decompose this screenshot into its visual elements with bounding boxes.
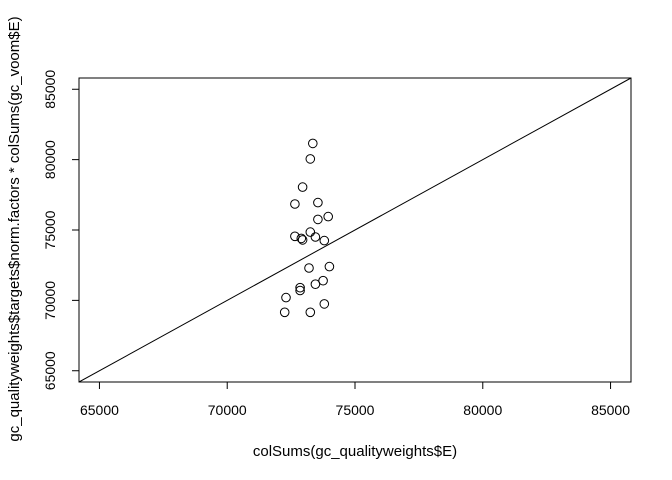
- data-point: [295, 285, 305, 296]
- data-point: [318, 275, 328, 286]
- points-layer: [279, 138, 335, 318]
- data-point: [313, 214, 323, 225]
- data-point: [296, 233, 307, 244]
- data-point: [319, 235, 330, 246]
- y-tick-label: 85000: [42, 70, 58, 109]
- x-axis: 65000 70000 75000 80000 85000: [80, 381, 630, 418]
- data-point: [308, 138, 318, 149]
- data-point: [310, 279, 321, 290]
- data-point: [295, 282, 305, 293]
- x-tick-label: 65000: [80, 402, 119, 418]
- data-point: [323, 211, 334, 222]
- y-axis-title: gc_qualityweights$targets$norm.factors *…: [6, 16, 23, 441]
- data-point: [313, 197, 323, 208]
- data-point: [324, 261, 335, 272]
- data-point: [290, 199, 300, 209]
- y-tick-label: 70000: [42, 281, 58, 320]
- data-point: [297, 182, 308, 192]
- data-point: [305, 307, 316, 318]
- data-point: [310, 232, 321, 242]
- x-axis-title: colSums(gc_qualityweights$E): [253, 443, 457, 460]
- data-point: [304, 263, 314, 273]
- y-axis: 65000 70000 75000 80000 85000: [42, 70, 80, 390]
- x-tick-label: 70000: [208, 402, 247, 418]
- x-tick-label: 80000: [463, 402, 502, 418]
- y-tick-label: 65000: [42, 351, 58, 390]
- data-point: [319, 299, 330, 309]
- data-point: [297, 235, 308, 245]
- y-tick-label: 75000: [42, 210, 58, 249]
- reference-line: [78, 77, 632, 383]
- x-tick-label: 85000: [591, 402, 630, 418]
- data-point: [305, 154, 316, 164]
- data-point: [279, 307, 290, 318]
- data-point: [290, 231, 300, 242]
- y-tick-label: 80000: [42, 140, 58, 179]
- data-point: [281, 292, 291, 303]
- data-point: [305, 227, 316, 237]
- x-tick-label: 75000: [336, 402, 375, 418]
